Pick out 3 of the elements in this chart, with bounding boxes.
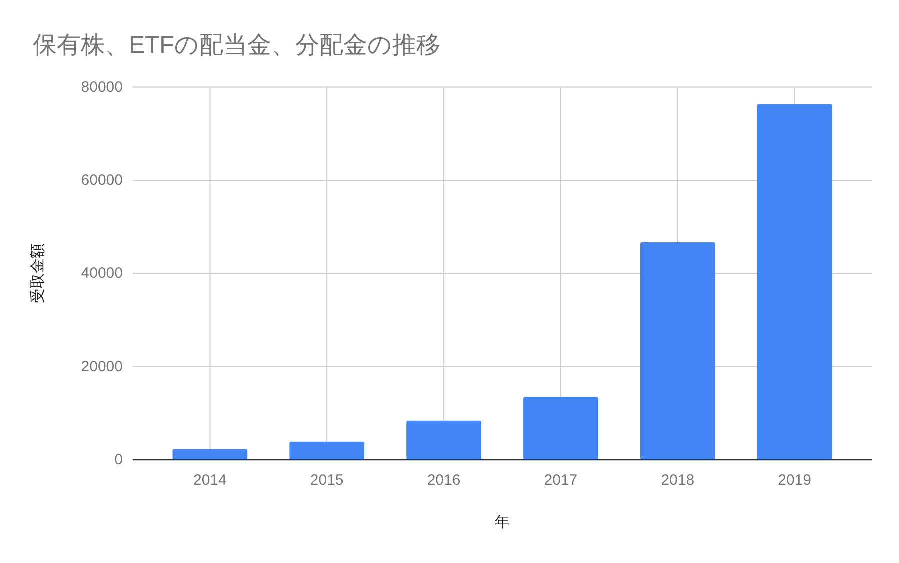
ylabel: 受取金額	[30, 244, 46, 304]
title: 保有株、ETFの配当金、分配金の推移	[33, 32, 440, 59]
xlabel: 年	[495, 514, 510, 531]
